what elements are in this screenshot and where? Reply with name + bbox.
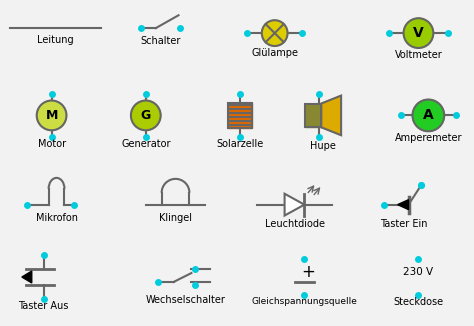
- Text: Hupe: Hupe: [310, 141, 336, 151]
- Text: Amperemeter: Amperemeter: [395, 133, 462, 143]
- Text: G: G: [141, 109, 151, 122]
- Polygon shape: [22, 271, 32, 283]
- Text: +: +: [301, 263, 315, 281]
- Polygon shape: [321, 96, 341, 135]
- Text: A: A: [423, 109, 434, 122]
- Text: Leitung: Leitung: [37, 35, 74, 45]
- Text: Mikrofon: Mikrofon: [36, 213, 78, 223]
- Text: Taster Aus: Taster Aus: [18, 301, 69, 311]
- Text: M: M: [46, 109, 58, 122]
- Text: Steckdose: Steckdose: [393, 297, 444, 307]
- Bar: [228, 102, 252, 128]
- Circle shape: [262, 20, 288, 46]
- Text: Schalter: Schalter: [140, 36, 181, 46]
- Text: Klingel: Klingel: [159, 213, 192, 223]
- Text: Wechselschalter: Wechselschalter: [146, 295, 225, 305]
- Circle shape: [131, 100, 161, 130]
- Text: V: V: [413, 26, 424, 40]
- Text: Voltmeter: Voltmeter: [394, 50, 442, 60]
- Circle shape: [36, 100, 66, 130]
- Text: 230 V: 230 V: [403, 267, 434, 277]
- Text: Glülampe: Glülampe: [251, 48, 298, 58]
- Text: Generator: Generator: [121, 139, 171, 149]
- Bar: [305, 104, 321, 127]
- Polygon shape: [284, 194, 304, 215]
- Text: Solarzelle: Solarzelle: [216, 139, 264, 149]
- Circle shape: [403, 18, 433, 48]
- Polygon shape: [398, 200, 409, 210]
- Bar: [305, 104, 321, 127]
- Text: Gleichspannungsquelle: Gleichspannungsquelle: [252, 297, 357, 306]
- Circle shape: [412, 99, 444, 131]
- Text: Motor: Motor: [37, 139, 66, 149]
- Text: Taster Ein: Taster Ein: [380, 218, 428, 229]
- Bar: [228, 102, 252, 128]
- Text: Leuchtdiode: Leuchtdiode: [264, 218, 325, 229]
